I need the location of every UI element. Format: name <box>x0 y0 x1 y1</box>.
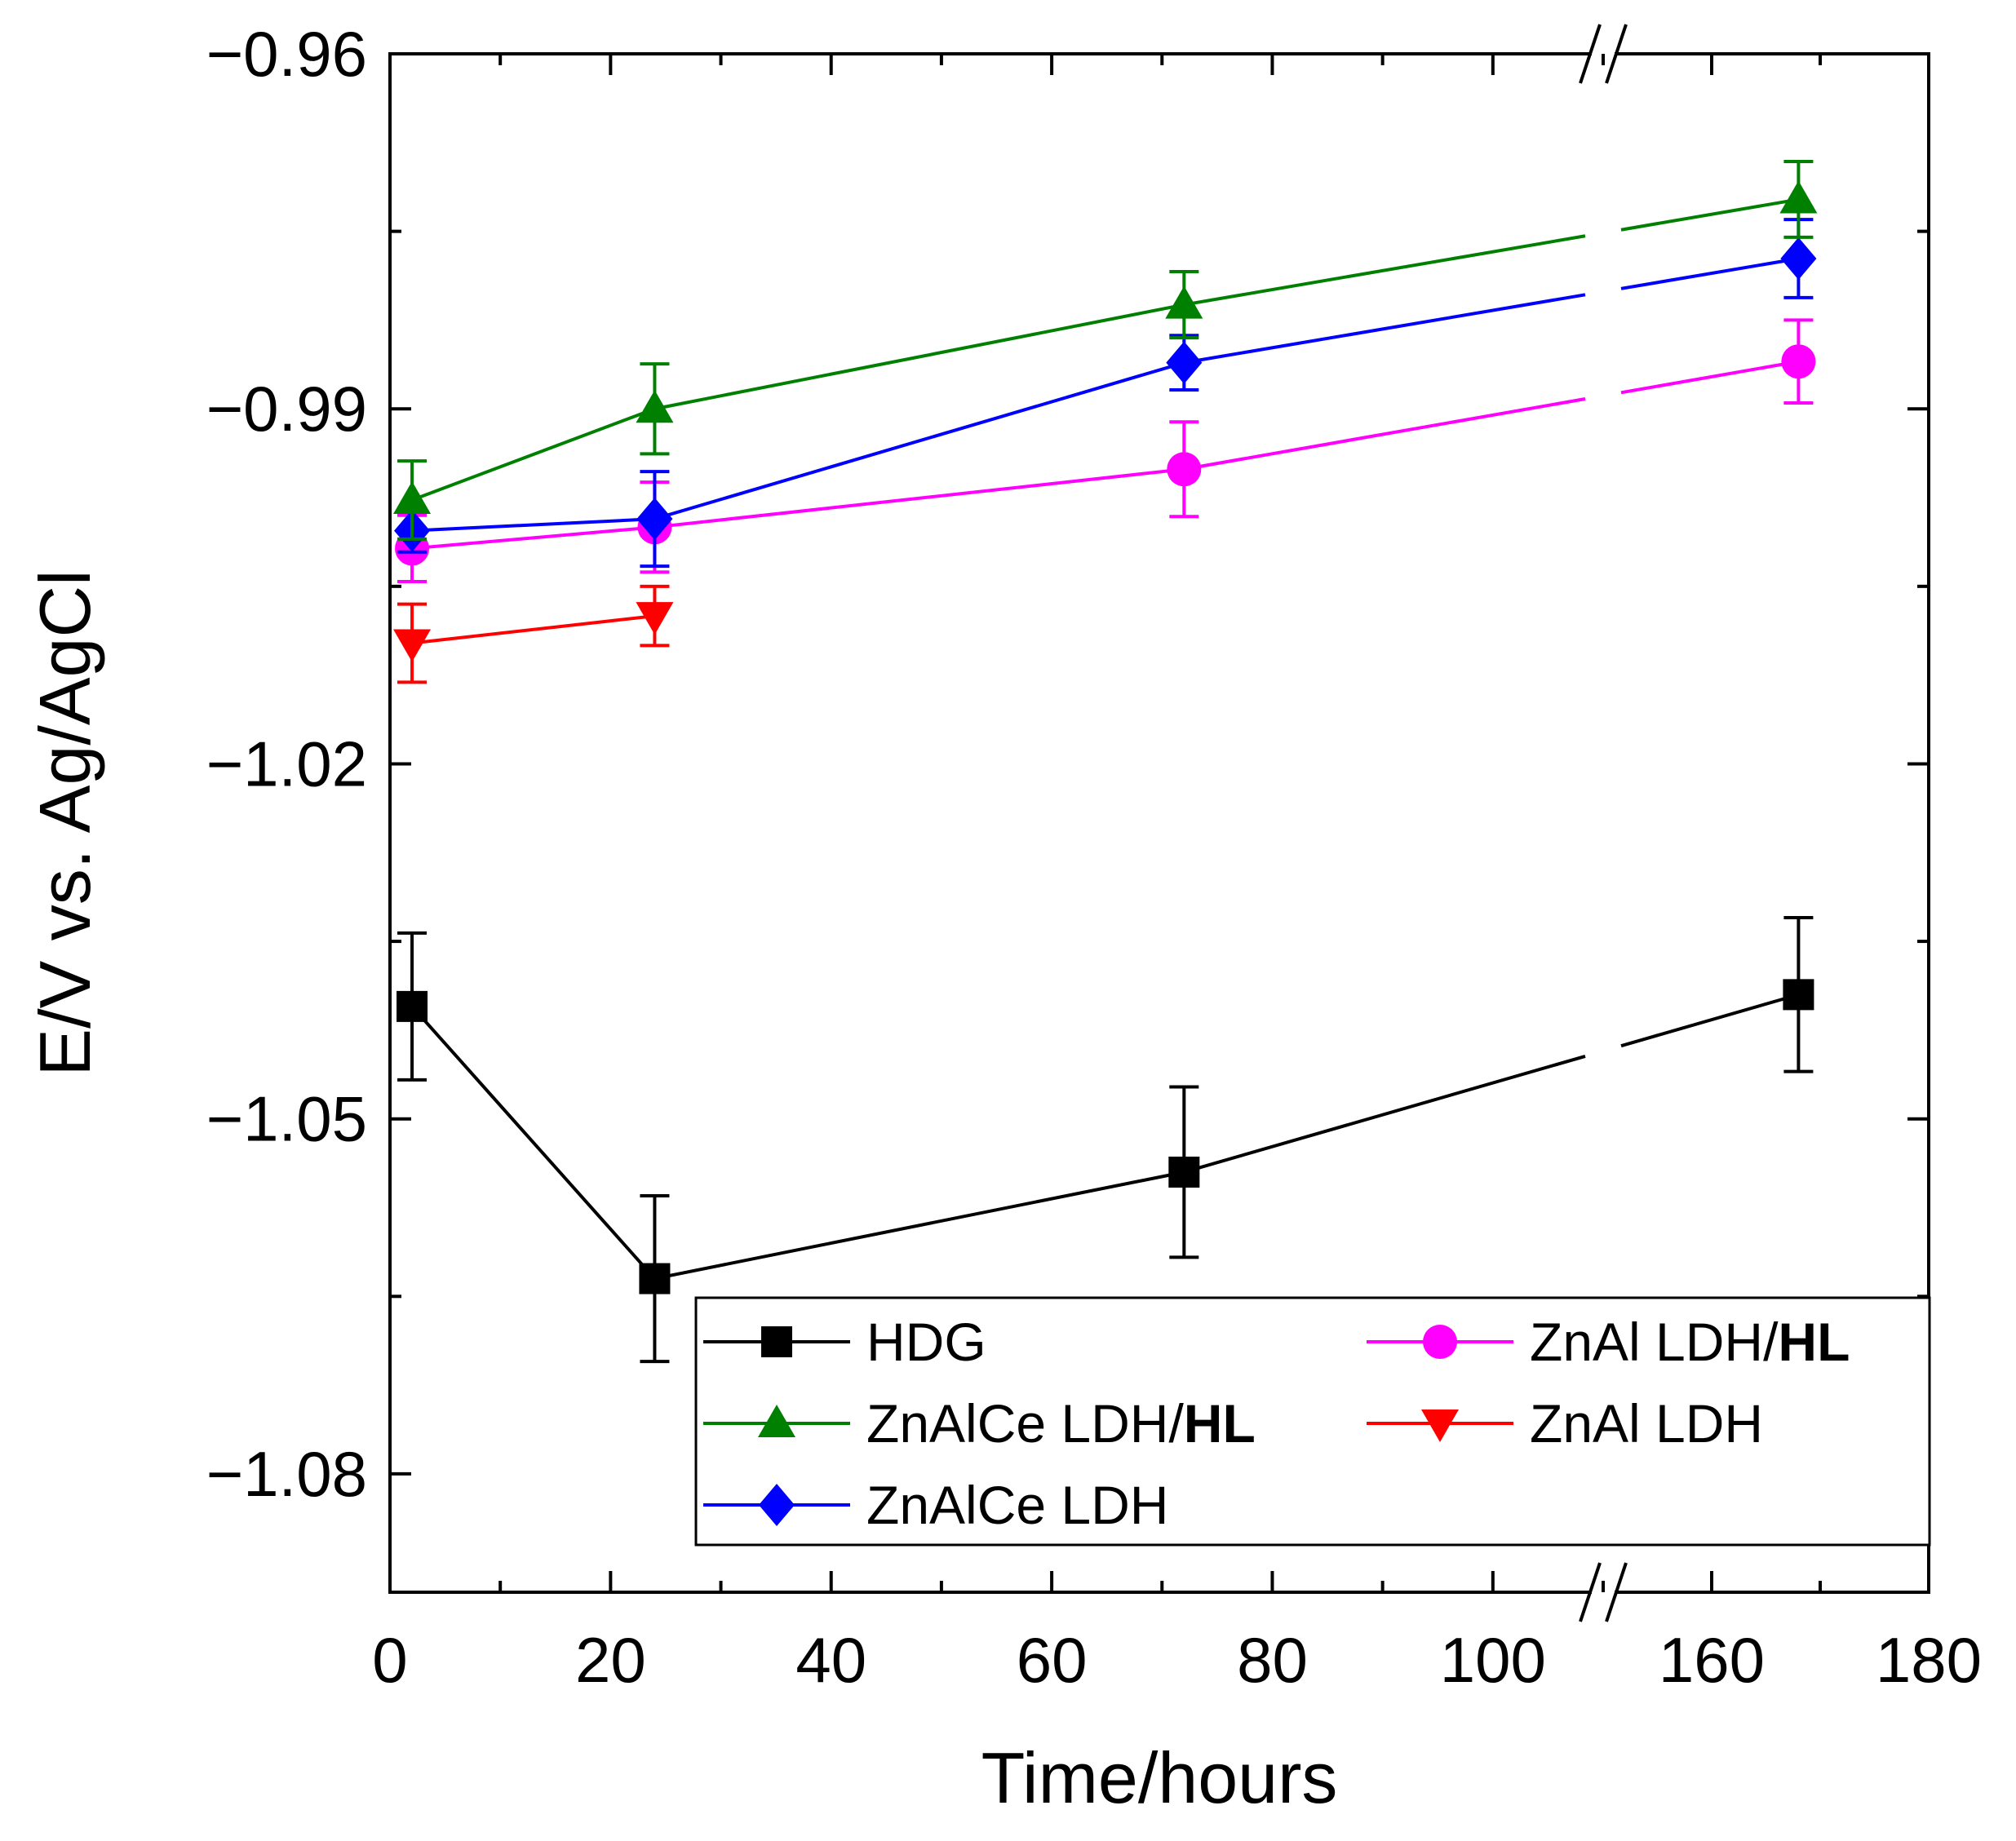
data-point <box>1779 180 1818 214</box>
series-line <box>411 525 655 551</box>
data-point <box>639 1263 671 1294</box>
series-line <box>654 1171 1185 1281</box>
series-line <box>1620 197 1799 232</box>
y-tick-label: −0.99 <box>206 373 367 445</box>
data-point <box>1168 1156 1200 1188</box>
legend-marker <box>1423 1325 1457 1359</box>
legend-item-3: ZnAl LDH/HL <box>1367 1312 1850 1372</box>
data-point <box>397 990 428 1022</box>
legend-item-4: ZnAl LDH <box>1367 1393 1763 1454</box>
data-point <box>393 629 432 662</box>
series-line <box>654 361 1185 521</box>
legend-label: ZnAl LDH/HL <box>1530 1312 1850 1372</box>
series-line <box>654 467 1185 529</box>
data-point <box>1781 344 1816 379</box>
data-point <box>1166 341 1203 384</box>
series-line <box>1183 397 1586 471</box>
axis-break-slash-bottom <box>1605 1562 1628 1622</box>
y-tick-label: −1.02 <box>206 728 367 799</box>
data-point <box>1783 979 1814 1011</box>
legend-label: ZnAlCe LDH/HL <box>866 1393 1256 1454</box>
data-point <box>636 390 674 423</box>
series-3 <box>395 318 1816 584</box>
x-tick-label: 0 <box>372 1624 407 1696</box>
series-line <box>1620 257 1799 290</box>
x-tick-label: 60 <box>1017 1624 1088 1696</box>
legend-marker <box>761 1326 792 1357</box>
series-1 <box>393 160 1818 541</box>
series-line <box>411 517 655 533</box>
series-0 <box>397 916 1814 1364</box>
legend-box <box>694 1296 1931 1547</box>
x-tick-label: 80 <box>1237 1624 1308 1696</box>
x-tick-label: 20 <box>575 1624 646 1696</box>
legend-label: ZnAlCe LDH <box>866 1475 1168 1535</box>
y-tick-label: −1.08 <box>206 1438 367 1510</box>
series-4 <box>393 584 674 684</box>
series-line <box>1183 293 1586 365</box>
series <box>393 160 1818 1364</box>
x-tick-label: 100 <box>1440 1624 1546 1696</box>
y-tick-label: −1.05 <box>206 1083 367 1155</box>
series-line <box>1183 1054 1586 1174</box>
axes: 0 20 40 60 80 100 160 180 −0.96 −0.99 −1.02 −1.05 −1… <box>24 18 1982 1818</box>
series-line <box>1620 360 1799 395</box>
series-2 <box>394 218 1817 569</box>
legend-item-0: HDG <box>703 1312 986 1372</box>
data-point <box>636 498 673 541</box>
axis-break-slash-bottom <box>1579 1562 1602 1622</box>
data-point <box>393 480 432 514</box>
x-tick-label: 40 <box>795 1624 866 1696</box>
axis-break-slash-top <box>1605 24 1628 84</box>
data-point <box>1780 237 1817 280</box>
series-line <box>1183 234 1586 307</box>
series-line <box>410 1005 656 1280</box>
legend-label: HDG <box>866 1312 986 1372</box>
legend-marker <box>758 1405 795 1437</box>
legend: HDG ZnAlCe LDH/HL ZnAlCe LDH ZnAl LDH/HL ZnA… <box>694 1296 1931 1547</box>
x-tick-label: 160 <box>1659 1624 1765 1696</box>
axis-break-slash-top <box>1579 24 1602 84</box>
legend-label: ZnAl LDH <box>1530 1393 1763 1454</box>
x-axis-title: Time/hours <box>981 1737 1338 1818</box>
series-line <box>411 614 655 645</box>
y-axis-title: E/V vs. Ag/AgCl <box>24 569 105 1076</box>
series-line <box>1620 993 1799 1048</box>
y-tick-label: −0.96 <box>206 18 367 90</box>
series-line <box>411 407 656 502</box>
plot-frame <box>388 52 1930 1594</box>
legend-marker <box>1421 1410 1459 1442</box>
legend-item-1: ZnAlCe LDH/HL <box>703 1393 1256 1454</box>
legend-item-2: ZnAlCe LDH <box>703 1475 1168 1535</box>
data-point <box>1165 285 1203 319</box>
data-point <box>636 602 674 635</box>
legend-marker <box>759 1484 795 1526</box>
series-line <box>654 303 1185 411</box>
x-tick-label: 180 <box>1876 1624 1982 1696</box>
data-point <box>1167 452 1202 487</box>
